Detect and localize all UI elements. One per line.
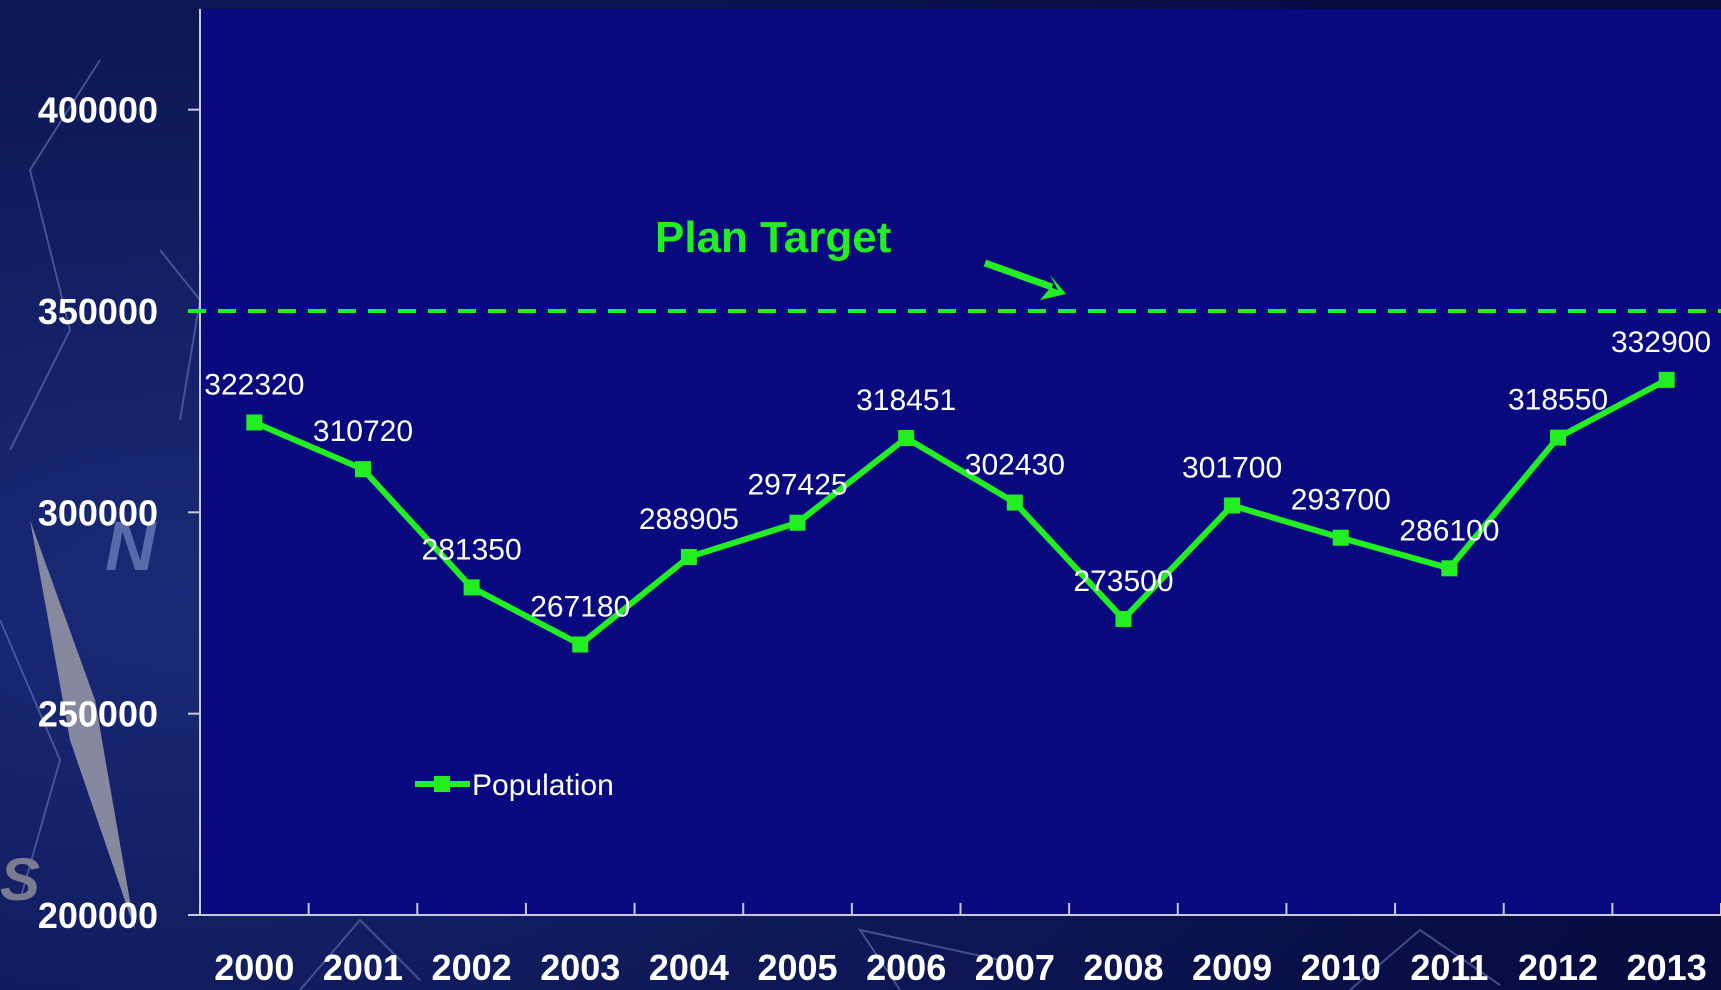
data-point — [1441, 560, 1458, 577]
data-point — [1224, 497, 1241, 514]
compass-letter: S — [0, 846, 40, 913]
x-tick-label: 2007 — [975, 947, 1055, 988]
y-tick-label: 300000 — [38, 492, 158, 533]
data-point — [1006, 494, 1023, 511]
data-point — [1550, 429, 1567, 446]
x-tick-label: 2002 — [432, 947, 512, 988]
x-tick-label: 2009 — [1192, 947, 1272, 988]
target-label: Plan Target — [655, 213, 892, 262]
data-label: 301700 — [1182, 451, 1282, 484]
data-point — [680, 549, 697, 566]
x-tick-label: 2013 — [1627, 947, 1707, 988]
data-label: 267180 — [530, 590, 630, 623]
x-tick-label: 2001 — [323, 947, 403, 988]
legend-label: Population — [472, 769, 614, 802]
x-tick-label: 2011 — [1410, 947, 1488, 988]
data-label: 273500 — [1073, 565, 1173, 598]
target-arrow — [983, 259, 1054, 291]
data-label: 281350 — [422, 533, 522, 566]
data-point — [1658, 371, 1675, 388]
y-tick-label: 400000 — [38, 90, 158, 131]
data-point — [463, 579, 480, 596]
x-tick-label: 2010 — [1301, 947, 1381, 988]
data-label: 310720 — [313, 415, 413, 448]
data-label: 302430 — [965, 449, 1065, 482]
y-tick-label: 250000 — [38, 694, 158, 735]
data-point — [1332, 529, 1349, 546]
data-point — [1115, 611, 1132, 628]
legend-swatch — [434, 776, 450, 792]
data-point — [898, 430, 915, 447]
data-label: 297425 — [747, 469, 847, 502]
plot-area — [200, 9, 1721, 915]
x-tick-label: 2003 — [540, 947, 620, 988]
x-tick-label: 2005 — [757, 947, 837, 988]
y-tick-label: 200000 — [38, 895, 158, 936]
data-point — [789, 514, 806, 531]
data-label: 332900 — [1611, 326, 1711, 359]
y-tick-label: 350000 — [38, 291, 158, 332]
data-label: 286100 — [1399, 514, 1499, 547]
data-point — [246, 414, 263, 431]
x-tick-label: 2000 — [214, 947, 294, 988]
compass-letter: N — [105, 507, 157, 585]
data-label: 293700 — [1291, 484, 1391, 517]
data-point — [354, 461, 371, 478]
x-tick-label: 2012 — [1518, 947, 1598, 988]
data-label: 318451 — [856, 384, 956, 417]
data-label: 318550 — [1508, 384, 1608, 417]
data-line — [253, 377, 1669, 649]
x-tick-label: 2006 — [866, 947, 946, 988]
x-tick-label: 2004 — [649, 947, 729, 988]
x-tick-label: 2008 — [1083, 947, 1163, 988]
data-point — [572, 636, 589, 653]
data-label: 322320 — [204, 368, 304, 401]
compass-needle — [30, 520, 135, 930]
data-label: 288905 — [639, 503, 739, 536]
